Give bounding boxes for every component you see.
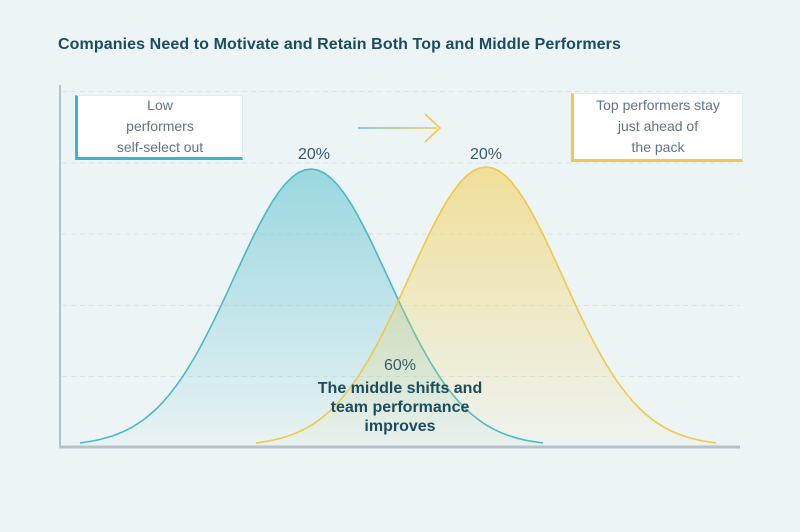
callout-low-performers: Low performers self-select out (75, 95, 243, 160)
left-peak-label: 20% (297, 146, 331, 163)
bell-stroke-1 (255, 166, 717, 444)
right-peak-label: 20% (469, 146, 503, 163)
bell-fill-1 (256, 167, 716, 446)
callout-low-performers-text: Low performers self-select out (116, 97, 204, 155)
callout-top-performers: Top performers stay just ahead of the pa… (571, 93, 743, 162)
shift-arrow-head (424, 113, 442, 143)
overlap-percentage-label: 60% (383, 357, 417, 374)
callout-top-performers-text: Top performers stay just ahead of the pa… (596, 97, 720, 155)
overlap-caption: The middle shifts and team performance i… (317, 380, 483, 435)
page-title: Companies Need to Motivate and Retain Bo… (58, 36, 622, 53)
